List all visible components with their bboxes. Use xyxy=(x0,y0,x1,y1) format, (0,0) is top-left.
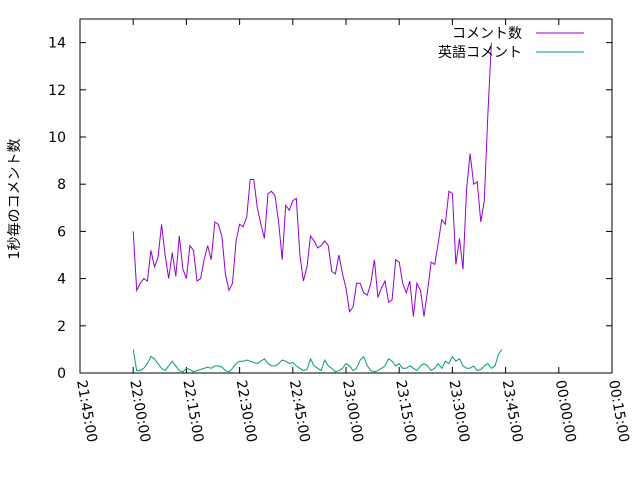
x-tick-label: 00:15:00 xyxy=(605,379,632,444)
comment-count-line xyxy=(132,42,492,317)
y-tick-label: 0 xyxy=(57,366,66,382)
plot-series xyxy=(132,42,503,373)
x-tick-label: 22:45:00 xyxy=(286,379,313,444)
y-tick-label: 4 xyxy=(57,272,66,288)
x-tick-label: 23:45:00 xyxy=(499,379,526,444)
y-tick-label: 14 xyxy=(48,36,66,52)
x-tick-label: 23:00:00 xyxy=(339,379,366,444)
legend-label: コメント数 xyxy=(452,26,522,42)
y-axis-label: 1秒毎のコメント数 xyxy=(7,139,23,260)
x-tick-label: 22:00:00 xyxy=(126,379,153,444)
y-tick-label: 8 xyxy=(57,177,66,193)
y-tick-label: 10 xyxy=(48,130,66,146)
x-tick-label: 23:15:00 xyxy=(392,379,419,444)
y-tick-label: 2 xyxy=(57,319,66,335)
y-tick-label: 12 xyxy=(48,83,66,99)
y-tick-label: 6 xyxy=(57,224,66,240)
plot-frame xyxy=(79,18,613,374)
english-comment-line xyxy=(132,349,503,373)
x-tick-label: 22:15:00 xyxy=(179,379,206,444)
legend-label: 英語コメント xyxy=(438,44,522,61)
axes xyxy=(79,18,613,374)
y-axis-ticks: 0 2 4 6 8 10 12 14 xyxy=(48,36,612,382)
x-tick-label: 21:45:00 xyxy=(73,379,100,444)
x-tick-label: 23:30:00 xyxy=(445,379,472,444)
x-tick-label: 00:00:00 xyxy=(552,379,579,444)
x-tick-label: 22:30:00 xyxy=(233,379,260,444)
x-axis-ticks: 21:45:00 22:00:00 22:15:00 22:30:00 22:45:00… xyxy=(73,19,632,444)
